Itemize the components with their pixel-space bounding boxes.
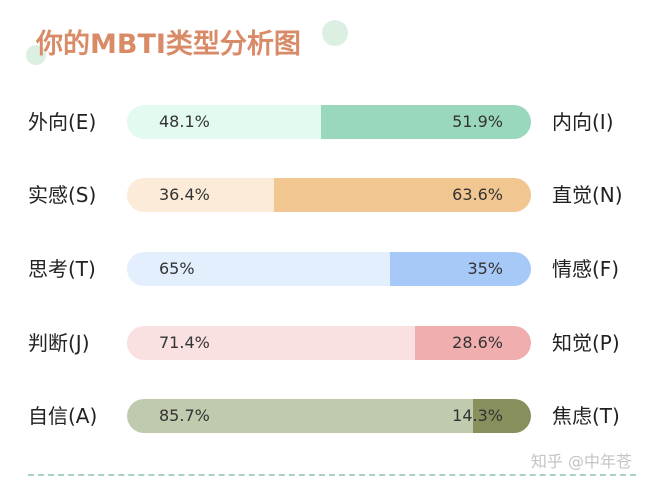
watermark: 知乎 @中年苍 xyxy=(530,452,632,471)
trait-bar: 48.1% 51.9% xyxy=(127,105,531,139)
left-trait-label: 外向(E) xyxy=(28,110,97,134)
dashed-divider xyxy=(28,474,636,476)
right-trait-label: 焦虑(T) xyxy=(552,404,620,428)
right-segment xyxy=(415,326,531,360)
right-trait-label: 直觉(N) xyxy=(552,183,623,207)
left-segment: 71.4% xyxy=(127,326,416,360)
left-trait-label: 实感(S) xyxy=(28,183,97,207)
trait-bar: 36.4% 63.6% xyxy=(127,178,531,212)
right-percent: 28.6% xyxy=(452,333,503,352)
left-percent: 71.4% xyxy=(159,333,210,352)
right-segment xyxy=(321,105,531,139)
left-segment: 65% xyxy=(127,252,390,286)
right-trait-label: 知觉(P) xyxy=(552,331,620,355)
right-percent: 35% xyxy=(467,259,503,278)
right-segment xyxy=(389,252,531,286)
page-title: 你的MBTI类型分析图 xyxy=(36,29,301,60)
trait-row: 自信(A) 85.7% 14.3% 焦虑(T) xyxy=(0,399,650,433)
decor-circle-right xyxy=(322,20,348,46)
trait-row: 思考(T) 65% 35% 情感(F) xyxy=(0,252,650,286)
left-percent: 36.4% xyxy=(159,185,210,204)
decor-circle-left xyxy=(26,45,46,65)
left-percent: 85.7% xyxy=(159,406,210,425)
trait-row: 实感(S) 36.4% 63.6% 直觉(N) xyxy=(0,178,650,212)
trait-row: 外向(E) 48.1% 51.9% 内向(I) xyxy=(0,105,650,139)
right-trait-label: 内向(I) xyxy=(552,110,614,134)
left-trait-label: 思考(T) xyxy=(28,257,96,281)
left-percent: 48.1% xyxy=(159,112,210,131)
left-trait-label: 自信(A) xyxy=(28,404,98,428)
right-trait-label: 情感(F) xyxy=(552,257,620,281)
left-percent: 65% xyxy=(159,259,195,278)
left-trait-label: 判断(J) xyxy=(28,331,90,355)
right-segment xyxy=(473,399,531,433)
right-segment xyxy=(274,178,531,212)
trait-bar: 65% 35% xyxy=(127,252,531,286)
left-segment: 85.7% xyxy=(127,399,474,433)
trait-bar: 85.7% 14.3% xyxy=(127,399,531,433)
right-percent: 14.3% xyxy=(452,406,503,425)
right-percent: 51.9% xyxy=(452,112,503,131)
trait-row: 判断(J) 71.4% 28.6% 知觉(P) xyxy=(0,326,650,360)
trait-bar: 71.4% 28.6% xyxy=(127,326,531,360)
left-segment: 48.1% xyxy=(127,105,322,139)
right-percent: 63.6% xyxy=(452,185,503,204)
left-segment: 36.4% xyxy=(127,178,275,212)
